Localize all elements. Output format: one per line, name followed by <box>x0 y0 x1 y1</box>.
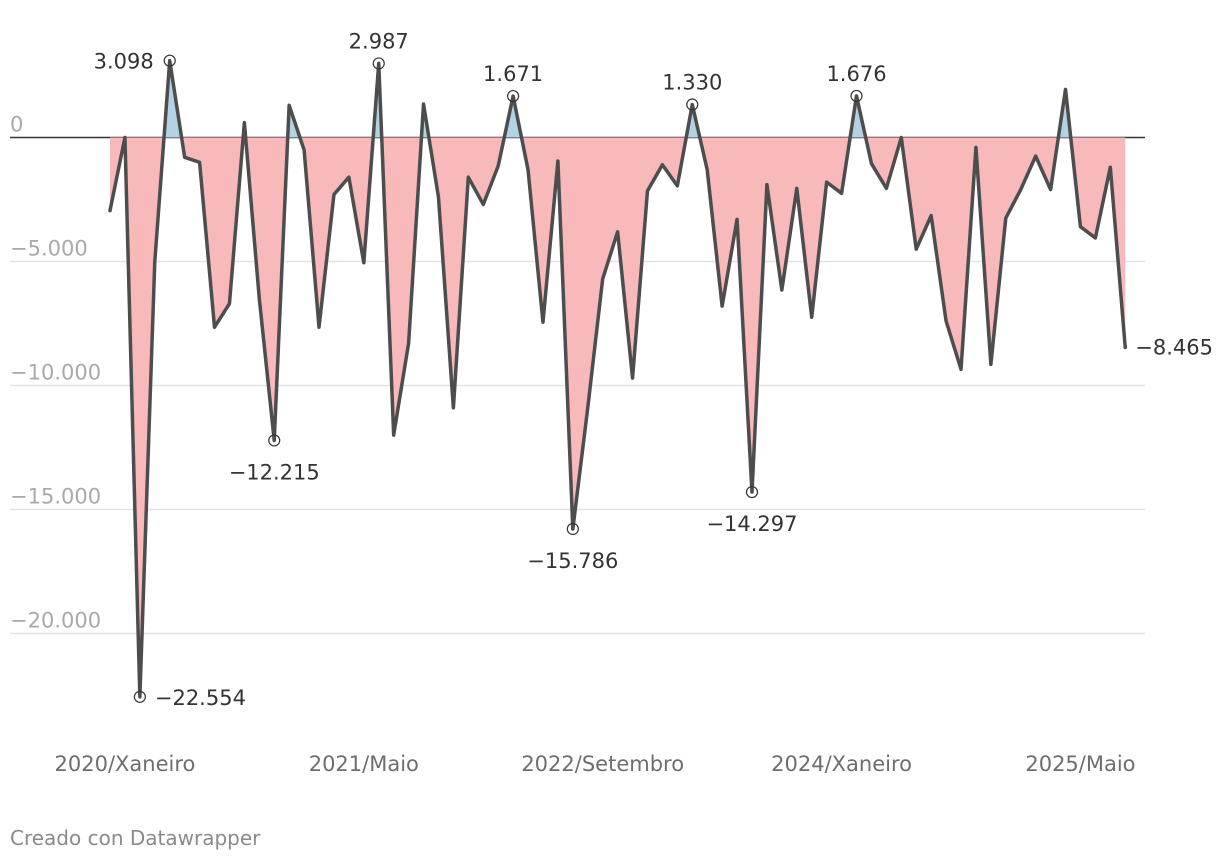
data-labels: −22.554 3.098 −12.215 2.987 1.671 −15.786 1.33… <box>94 29 1213 709</box>
x-tick-label: 2024/Xaneiro <box>771 752 912 776</box>
data-label: −14.297 <box>706 512 797 536</box>
annotation-marker <box>566 522 579 536</box>
y-tick-label: −10.000 <box>10 361 101 385</box>
y-tick-label: −5.000 <box>10 237 88 261</box>
credit-text: Creado con Datawrapper <box>10 826 261 850</box>
data-label: 2.987 <box>349 29 409 53</box>
chart: 0 −5.000 −10.000 −15.000 −20.000 2020/Xaneir… <box>10 29 1213 776</box>
data-label: 3.098 <box>94 50 154 74</box>
data-label: 1.330 <box>662 71 722 95</box>
annotation-marker <box>268 434 281 447</box>
annotation-marker <box>850 89 863 103</box>
annotation-marker <box>163 54 176 67</box>
y-tick-label: 0 <box>10 113 23 137</box>
data-label: 1.671 <box>483 62 543 86</box>
negative-area <box>110 137 1126 697</box>
x-tick-label: 2020/Xaneiro <box>55 752 196 776</box>
annotation-marker <box>745 485 759 499</box>
annotation-marker <box>133 690 146 703</box>
annotation-markers <box>133 54 863 703</box>
data-label: −12.215 <box>229 460 320 484</box>
positive-area <box>110 60 1126 138</box>
series-line-layer <box>108 58 1127 699</box>
y-tick-label: −15.000 <box>10 485 101 509</box>
x-tick-label: 2025/Maio <box>1025 752 1135 776</box>
y-tick-label: −20.000 <box>10 609 101 633</box>
annotation-marker <box>686 98 699 111</box>
y-axis-labels: 0 −5.000 −10.000 −15.000 −20.000 <box>10 113 101 633</box>
data-label: −15.786 <box>527 549 618 573</box>
data-label: −22.554 <box>155 686 246 710</box>
x-axis-labels: 2020/Xaneiro 2021/Maio 2022/Setembro 2024/X… <box>55 752 1136 776</box>
annotation-marker <box>507 89 520 103</box>
x-tick-label: 2022/Setembro <box>521 752 684 776</box>
annotation-marker <box>372 57 385 70</box>
series-line <box>108 58 1127 699</box>
x-tick-label: 2021/Maio <box>309 752 419 776</box>
data-label: 1.676 <box>826 62 886 86</box>
data-label: −8.465 <box>1135 335 1213 359</box>
area-fills <box>110 60 1126 697</box>
